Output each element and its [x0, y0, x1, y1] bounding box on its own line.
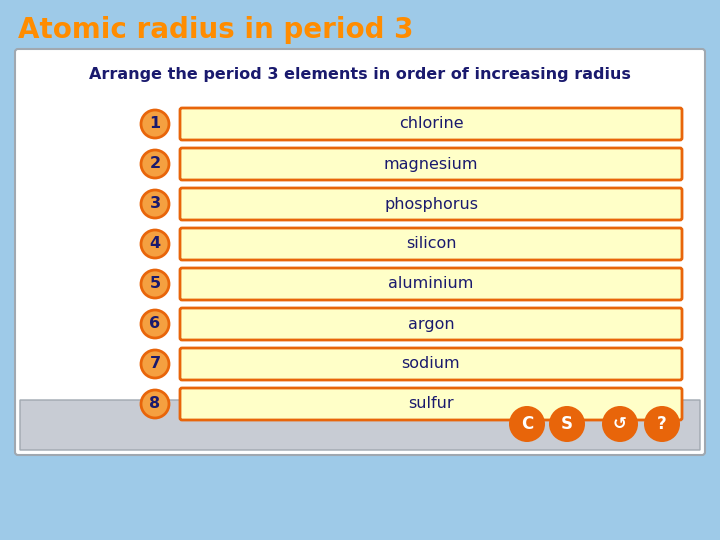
Circle shape	[141, 110, 169, 138]
Circle shape	[141, 190, 169, 218]
FancyBboxPatch shape	[180, 388, 682, 420]
FancyBboxPatch shape	[15, 49, 705, 455]
FancyBboxPatch shape	[180, 308, 682, 340]
Text: ?: ?	[657, 415, 667, 433]
Text: phosphorus: phosphorus	[384, 197, 478, 212]
FancyBboxPatch shape	[20, 400, 700, 450]
Circle shape	[141, 150, 169, 178]
Circle shape	[141, 270, 169, 298]
Text: Arrange the period 3 elements in order of increasing radius: Arrange the period 3 elements in order o…	[89, 66, 631, 82]
Circle shape	[141, 390, 169, 418]
Circle shape	[141, 310, 169, 338]
Text: C: C	[521, 415, 533, 433]
Circle shape	[602, 406, 638, 442]
FancyBboxPatch shape	[180, 188, 682, 220]
Circle shape	[549, 406, 585, 442]
FancyBboxPatch shape	[180, 228, 682, 260]
Text: 8: 8	[150, 396, 161, 411]
Text: magnesium: magnesium	[384, 157, 478, 172]
Text: aluminium: aluminium	[388, 276, 474, 292]
Text: silicon: silicon	[406, 237, 456, 252]
Text: 1: 1	[150, 117, 161, 132]
Text: 4: 4	[150, 237, 161, 252]
Text: argon: argon	[408, 316, 454, 332]
Text: 3: 3	[150, 197, 161, 212]
Text: sodium: sodium	[402, 356, 460, 372]
Text: 7: 7	[150, 356, 161, 372]
FancyBboxPatch shape	[180, 108, 682, 140]
Circle shape	[141, 230, 169, 258]
Circle shape	[141, 350, 169, 378]
FancyBboxPatch shape	[180, 348, 682, 380]
Text: 6: 6	[150, 316, 161, 332]
FancyBboxPatch shape	[180, 148, 682, 180]
Text: 2: 2	[150, 157, 161, 172]
Text: chlorine: chlorine	[399, 117, 463, 132]
Text: 5: 5	[150, 276, 161, 292]
Text: S: S	[561, 415, 573, 433]
Text: sulfur: sulfur	[408, 396, 454, 411]
Circle shape	[644, 406, 680, 442]
Text: ↺: ↺	[613, 415, 627, 433]
Text: Atomic radius in period 3: Atomic radius in period 3	[18, 16, 413, 44]
Circle shape	[509, 406, 545, 442]
FancyBboxPatch shape	[180, 268, 682, 300]
